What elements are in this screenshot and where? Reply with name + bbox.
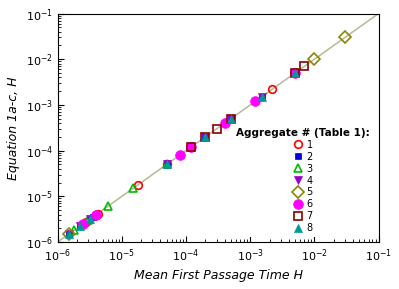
4: [259, 95, 264, 99]
1: [95, 212, 100, 215]
6: [222, 121, 227, 125]
8: [67, 232, 71, 236]
4: [292, 71, 297, 75]
7: [189, 145, 194, 149]
3: [72, 229, 77, 232]
4: [164, 163, 169, 166]
Legend: 1, 2, 3, 4, 5, 6, 7, 8: 1, 2, 3, 4, 5, 6, 7, 8: [232, 124, 374, 237]
Line: 2: 2: [65, 70, 298, 238]
7: [214, 127, 219, 131]
5: [312, 58, 317, 61]
6: [94, 213, 99, 216]
2: [292, 71, 297, 75]
3: [86, 218, 91, 222]
2: [259, 95, 264, 99]
4: [203, 135, 208, 139]
2: [164, 163, 169, 166]
7: [302, 64, 307, 68]
3: [131, 187, 136, 190]
3: [164, 163, 169, 166]
4: [229, 117, 233, 121]
6: [189, 145, 194, 149]
6: [178, 153, 182, 157]
2: [229, 117, 233, 121]
1: [43, 249, 48, 252]
8: [203, 135, 208, 139]
Line: 5: 5: [65, 33, 349, 238]
Line: 8: 8: [65, 69, 299, 238]
8: [229, 117, 233, 121]
6: [292, 71, 297, 75]
Y-axis label: Equation 1a-c, H: Equation 1a-c, H: [7, 76, 20, 179]
Line: 3: 3: [70, 160, 171, 235]
Line: 6: 6: [78, 68, 300, 229]
5: [343, 36, 348, 39]
7: [229, 117, 233, 121]
6: [253, 100, 258, 103]
1: [270, 88, 275, 91]
4: [67, 232, 71, 236]
3: [105, 205, 110, 208]
1: [164, 163, 169, 166]
Line: 7: 7: [187, 62, 308, 151]
5: [67, 232, 71, 236]
8: [292, 71, 297, 75]
2: [67, 232, 71, 236]
8: [77, 225, 82, 228]
8: [164, 163, 169, 166]
2: [90, 215, 95, 219]
1: [84, 220, 89, 223]
X-axis label: Mean First Passage Time H: Mean First Passage Time H: [134, 269, 302, 282]
7: [292, 71, 297, 75]
1: [136, 183, 140, 186]
Line: 4: 4: [65, 69, 299, 238]
7: [203, 135, 208, 139]
8: [88, 217, 93, 221]
2: [203, 135, 208, 139]
6: [81, 222, 86, 226]
Line: 1: 1: [42, 86, 276, 254]
8: [259, 95, 264, 99]
4: [77, 225, 82, 228]
2: [77, 225, 82, 228]
4: [88, 217, 93, 221]
